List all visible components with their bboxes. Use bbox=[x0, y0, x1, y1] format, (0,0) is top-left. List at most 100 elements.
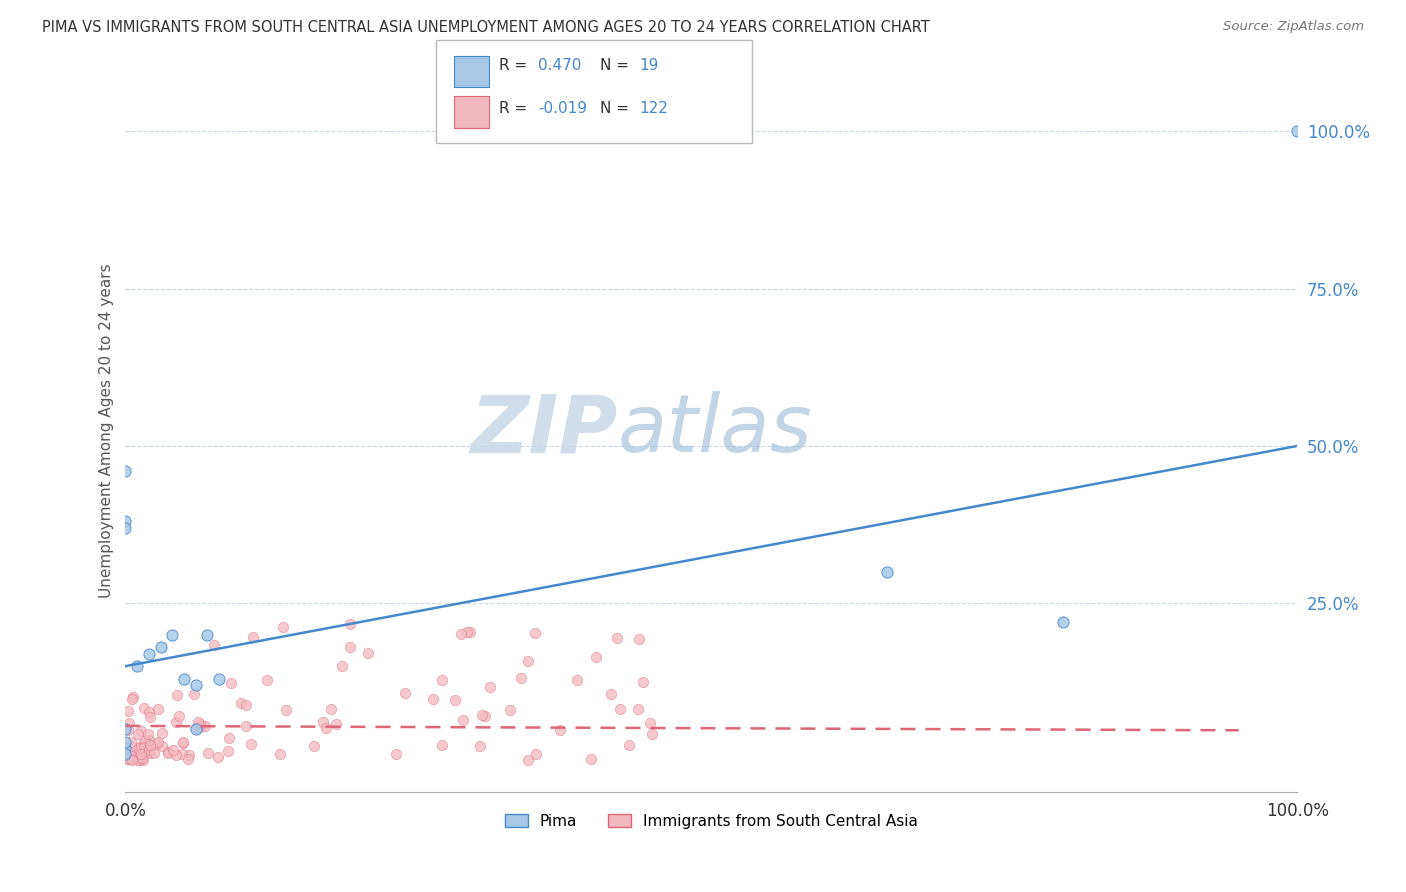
Point bbox=[524, 747, 547, 762]
Point bbox=[172, 736, 194, 750]
Text: PIMA VS IMMIGRANTS FROM SOUTH CENTRAL ASIA UNEMPLOYMENT AMONG AGES 20 TO 24 YEAR: PIMA VS IMMIGRANTS FROM SOUTH CENTRAL AS… bbox=[42, 20, 929, 35]
Point bbox=[134, 732, 156, 747]
Point bbox=[274, 703, 297, 717]
Point bbox=[219, 676, 242, 690]
Point bbox=[339, 640, 361, 654]
Point bbox=[122, 690, 145, 705]
Point bbox=[430, 739, 453, 753]
Point bbox=[117, 704, 139, 718]
Point bbox=[422, 691, 444, 706]
Point bbox=[114, 464, 136, 478]
Point bbox=[121, 751, 143, 765]
Point bbox=[165, 714, 187, 729]
Point bbox=[312, 714, 335, 729]
Point bbox=[165, 747, 187, 762]
Point bbox=[150, 739, 173, 753]
Point bbox=[138, 733, 160, 747]
Point bbox=[217, 744, 239, 758]
Point bbox=[315, 721, 337, 735]
Point bbox=[458, 625, 481, 640]
Point bbox=[129, 741, 152, 756]
Point bbox=[131, 751, 153, 765]
Point bbox=[565, 673, 588, 687]
Text: -0.019: -0.019 bbox=[538, 102, 588, 116]
Point bbox=[114, 734, 136, 748]
Point bbox=[139, 746, 162, 760]
Point bbox=[600, 687, 623, 701]
Point bbox=[128, 748, 150, 763]
Point bbox=[117, 723, 139, 738]
Point bbox=[197, 628, 219, 642]
Point bbox=[269, 747, 291, 761]
Point bbox=[451, 713, 474, 727]
Point bbox=[114, 747, 136, 762]
Point bbox=[170, 747, 193, 761]
Y-axis label: Unemployment Among Ages 20 to 24 years: Unemployment Among Ages 20 to 24 years bbox=[100, 263, 114, 598]
Point bbox=[609, 701, 631, 715]
Point bbox=[633, 674, 655, 689]
Text: Source: ZipAtlas.com: Source: ZipAtlas.com bbox=[1223, 20, 1364, 33]
Point bbox=[117, 752, 139, 766]
Point bbox=[242, 631, 264, 645]
Text: N =: N = bbox=[600, 102, 634, 116]
Point bbox=[166, 688, 188, 702]
Point bbox=[121, 753, 143, 767]
Point bbox=[125, 747, 148, 761]
Point bbox=[197, 746, 219, 760]
Point bbox=[430, 673, 453, 688]
Point bbox=[122, 746, 145, 760]
Point bbox=[183, 687, 205, 701]
Text: ZIP: ZIP bbox=[470, 392, 617, 469]
Point bbox=[177, 747, 200, 762]
Point bbox=[114, 722, 136, 736]
Text: 122: 122 bbox=[640, 102, 669, 116]
Point bbox=[444, 693, 467, 707]
Point bbox=[194, 719, 217, 733]
Text: 0.470: 0.470 bbox=[538, 59, 582, 73]
Point bbox=[150, 725, 173, 739]
Point bbox=[156, 747, 179, 761]
Point bbox=[184, 678, 207, 692]
Point bbox=[120, 735, 142, 749]
Point bbox=[641, 727, 664, 741]
Point bbox=[207, 749, 229, 764]
Point bbox=[498, 703, 520, 717]
Point bbox=[127, 727, 149, 741]
Point bbox=[127, 753, 149, 767]
Point bbox=[173, 672, 195, 686]
Point bbox=[131, 738, 153, 752]
Point bbox=[132, 700, 155, 714]
Point bbox=[606, 631, 628, 645]
Point bbox=[235, 718, 257, 732]
Point bbox=[516, 654, 538, 668]
Point bbox=[128, 753, 150, 767]
Point bbox=[146, 702, 169, 716]
Point bbox=[139, 739, 162, 753]
Point bbox=[117, 751, 139, 765]
Point bbox=[579, 752, 602, 766]
Legend: Pima, Immigrants from South Central Asia: Pima, Immigrants from South Central Asia bbox=[499, 807, 924, 835]
Point bbox=[114, 515, 136, 529]
Point bbox=[187, 715, 209, 730]
Point bbox=[471, 708, 494, 723]
Point bbox=[117, 752, 139, 766]
Text: 19: 19 bbox=[640, 59, 659, 73]
Point bbox=[394, 686, 416, 700]
Point bbox=[1052, 615, 1074, 629]
Point bbox=[456, 624, 478, 639]
Point bbox=[120, 739, 142, 754]
Point bbox=[356, 646, 378, 660]
Point bbox=[129, 747, 152, 761]
Point bbox=[138, 742, 160, 756]
Point bbox=[188, 716, 211, 731]
Point bbox=[132, 753, 155, 767]
Point bbox=[162, 743, 184, 757]
Point bbox=[218, 731, 240, 745]
Point bbox=[330, 659, 353, 673]
Point bbox=[235, 698, 257, 712]
Point bbox=[146, 735, 169, 749]
Point bbox=[136, 727, 159, 741]
Point bbox=[319, 702, 342, 716]
Point bbox=[115, 745, 138, 759]
Point bbox=[146, 737, 169, 751]
